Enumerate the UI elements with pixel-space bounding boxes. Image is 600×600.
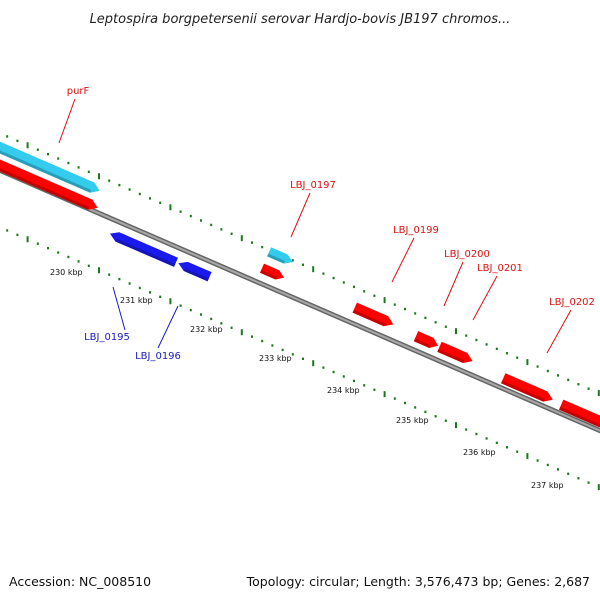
outer-tick-row xyxy=(6,135,600,397)
LBJ_0196-arrow xyxy=(178,261,212,282)
leader-purF xyxy=(58,98,76,144)
genome-info-text: Topology: circular; Length: 3,576,473 bp… xyxy=(246,574,590,589)
tick-label-232: 232 kbp xyxy=(190,325,223,334)
leader-LBJ_0197 xyxy=(290,192,311,238)
gene-label-LBJ_0202: LBJ_0202 xyxy=(549,297,595,308)
LBJ_0195-arrow xyxy=(109,232,179,267)
tick-label-235: 235 kbp xyxy=(396,416,429,425)
LBJ_0200-arrow xyxy=(413,331,439,348)
LBJ_0201-arrow xyxy=(437,341,473,364)
gene-label-purF: purF xyxy=(67,86,90,97)
tick-label-230: 230 kbp xyxy=(50,268,83,277)
leader-LBJ_0195 xyxy=(112,286,126,331)
leader-LBJ_0200 xyxy=(443,261,464,307)
next-gene-arrow xyxy=(558,399,600,428)
LBJ_0199-arrow xyxy=(352,302,394,327)
leader-LBJ_0202 xyxy=(546,309,572,354)
features xyxy=(0,134,600,428)
tick-label-236: 236 kbp xyxy=(463,448,496,457)
gene-label-LBJ_0199: LBJ_0199 xyxy=(393,225,439,236)
gene-label-LBJ_0195: LBJ_0195 xyxy=(84,332,130,343)
label-leaders xyxy=(58,98,572,354)
tick-label-234: 234 kbp xyxy=(327,386,360,395)
purF-arrow xyxy=(0,151,98,210)
map-title: Leptospira borgpetersenii serovar Hardjo… xyxy=(90,12,511,27)
LBJ_0197-highlight-arrow xyxy=(267,247,293,264)
inner-tick-row xyxy=(6,229,600,491)
gene-label-LBJ_0201: LBJ_0201 xyxy=(477,263,523,274)
leader-LBJ_0201 xyxy=(472,275,498,321)
tick-labels: 230 kbp 231 kbp 232 kbp 233 kbp 234 kbp … xyxy=(50,268,564,490)
leader-LBJ_0199 xyxy=(391,237,415,283)
gene-label-LBJ_0196: LBJ_0196 xyxy=(135,351,181,362)
gene-label-LBJ_0197: LBJ_0197 xyxy=(290,180,336,191)
gene-label-LBJ_0200: LBJ_0200 xyxy=(444,249,490,260)
tick-rows xyxy=(6,135,600,491)
leader-LBJ_0196 xyxy=(157,305,179,349)
LBJ_0202-arrow xyxy=(501,373,553,402)
purF-highlight-arrow xyxy=(0,134,100,193)
tick-label-231: 231 kbp xyxy=(120,296,153,305)
tick-label-233: 233 kbp xyxy=(259,354,292,363)
LBJ_0197-arrow xyxy=(260,263,285,280)
accession-text: Accession: NC_008510 xyxy=(9,574,151,589)
gene-labels: purF LBJ_0195 LBJ_0196 LBJ_0197 LBJ_0199… xyxy=(67,86,595,362)
tick-label-237: 237 kbp xyxy=(531,481,564,490)
